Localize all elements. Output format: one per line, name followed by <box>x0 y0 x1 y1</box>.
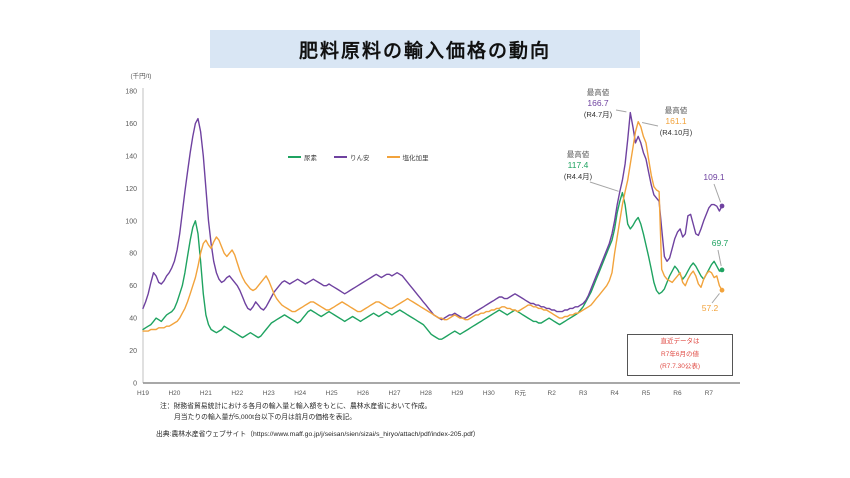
annotation-latest-enka: 57.2 <box>692 303 728 314</box>
annotation-leader-max-nyoso <box>589 181 619 192</box>
annotation-max-rinan: 最高値 166.7 (R4.7月) <box>568 88 628 120</box>
y-tick-label: 140 <box>125 153 137 160</box>
y-tick-label: 120 <box>125 186 137 193</box>
annotation-title: 最高値 <box>664 106 688 115</box>
series-line-塩化加里 <box>142 120 723 332</box>
annotation-date: (R4.4月) <box>563 171 593 181</box>
x-tick-label: H24 <box>294 390 306 397</box>
legend-item-enka-kari: 塩化加里 <box>386 152 429 162</box>
page-title: 肥料原料の輸入価格の動向 <box>210 30 640 68</box>
footnote-line-1: 注：財務省貿易統計における各月の輸入量と輸入額をもとに、農林水産省において作成。 <box>160 403 432 410</box>
annotation-value: 69.7 <box>711 238 729 248</box>
x-tick-label: H28 <box>420 390 432 397</box>
y-tick-label: 0 <box>133 381 137 388</box>
recent-data-line-1: 直近データは <box>660 338 700 346</box>
annotation-max-nyoso: 最高値 117.4 (R4.4月) <box>548 150 608 182</box>
annotation-title: 最高値 <box>566 150 590 159</box>
x-tick-label: R6 <box>673 390 682 397</box>
footnote-line-2: 月当たりの輸入量が5,000t台以下の月は前月の価格を表記。 <box>174 413 357 421</box>
series-end-dot-尿素 <box>719 267 725 273</box>
annotation-leader-latest-enka <box>711 293 720 304</box>
x-tick-label: H22 <box>231 390 243 397</box>
x-tick-label: H23 <box>263 390 275 397</box>
y-tick-label: 100 <box>125 218 137 225</box>
annotation-value: 117.4 <box>567 160 589 171</box>
annotation-title: 最高値 <box>586 88 610 97</box>
y-tick-label: 20 <box>129 348 137 355</box>
y-tick-label: 40 <box>129 316 137 323</box>
x-tick-label: H26 <box>357 390 369 397</box>
x-tick-label: H19 <box>137 390 149 397</box>
annotation-leader-max-enka <box>641 122 659 127</box>
recent-data-line-3: (R7.7.30公表) <box>659 363 701 371</box>
annotation-value: 109.1 <box>703 172 725 182</box>
x-tick-label: R3 <box>579 390 588 397</box>
series-end-dot-塩化加里 <box>719 287 725 293</box>
y-tick-label: 80 <box>129 251 137 258</box>
recent-data-box: 直近データは R7年6月の値 (R7.7.30公表) <box>627 334 733 376</box>
x-tick-label: R5 <box>642 390 651 397</box>
annotation-latest-nyoso: 69.7 <box>702 238 738 249</box>
annotation-latest-rinan: 109.1 <box>694 172 734 183</box>
annotation-leader-max-rinan <box>615 109 627 113</box>
x-tick-label: R7 <box>705 390 714 397</box>
legend-label-urea: 尿素 <box>304 155 317 162</box>
x-tick-label: H30 <box>483 390 495 397</box>
series-end-dot-りん安 <box>719 203 725 209</box>
series-line-尿素 <box>142 191 723 340</box>
legend-label-rinan: りん安 <box>350 155 370 162</box>
x-tick-label: H21 <box>200 390 212 397</box>
recent-data-line-2: R7年6月の値 <box>661 350 699 358</box>
x-tick-label: H27 <box>389 390 401 397</box>
x-tick-label: R元 <box>515 389 527 397</box>
annotation-value: 57.2 <box>701 303 719 313</box>
annotation-leader-latest-nyoso <box>717 249 722 267</box>
rinan-line-swatch <box>334 156 347 158</box>
annotation-value: 166.7 <box>587 98 609 109</box>
x-tick-label: R4 <box>610 390 619 397</box>
enka-kari-line-swatch <box>386 156 400 158</box>
annotation-date: (R4.10月) <box>659 127 693 137</box>
x-tick-label: H29 <box>451 390 463 397</box>
y-tick-label: 160 <box>125 121 137 128</box>
legend-label-enka-kari: 塩化加里 <box>402 155 429 162</box>
y-axis-unit-label: (千円/t) <box>130 73 152 80</box>
urea-line-swatch <box>288 156 301 158</box>
footnote: 注：財務省貿易統計における各月の輸入量と輸入額をもとに、農林水産省において作成。… <box>160 402 431 423</box>
y-tick-label: 180 <box>125 89 137 96</box>
annotation-value: 161.1 <box>665 116 687 127</box>
annotation-leader-latest-rinan <box>713 183 722 203</box>
y-tick-label: 60 <box>129 283 137 290</box>
series-line-りん安 <box>142 111 723 321</box>
x-tick-label: H20 <box>168 390 180 397</box>
x-tick-label: R2 <box>548 390 557 397</box>
annotation-date: (R4.7月) <box>583 109 613 119</box>
legend-item-urea: 尿素 <box>288 152 317 162</box>
x-tick-label: H25 <box>326 390 338 397</box>
chart-legend: 尿素 りん安 塩化加里 <box>288 152 429 162</box>
legend-item-rinan: りん安 <box>334 152 370 162</box>
annotation-max-enka: 最高値 161.1 (R4.10月) <box>644 106 708 138</box>
source-text: 出典:農林水産省ウェブサイト（https://www.maff.go.jp/j/… <box>156 431 480 438</box>
